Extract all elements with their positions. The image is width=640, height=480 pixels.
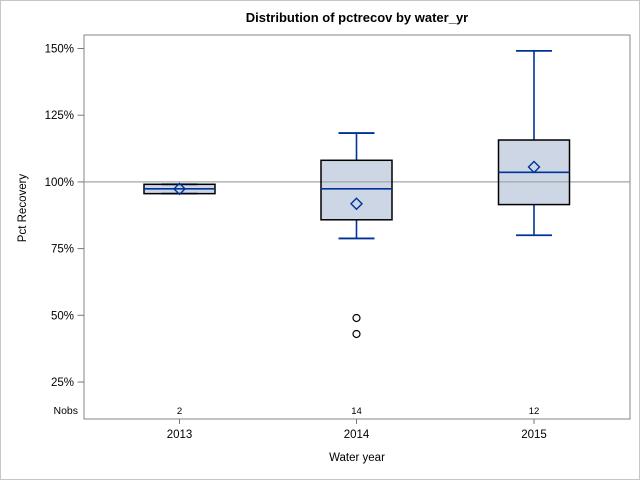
y-tick-label-150: 150%: [45, 44, 74, 56]
chart-title: Distribution of pctrecov by water_yr: [245, 10, 469, 25]
x-axis-title: Water year: [329, 452, 385, 464]
box-2014: [320, 159, 393, 221]
nobs-value-2014: 14: [351, 406, 362, 417]
outlier-2014-0: [352, 313, 361, 323]
y-tick-label-75: 75%: [51, 244, 74, 256]
x-tick-label-2015: 2015: [521, 429, 547, 441]
y-tick-label-25: 25%: [51, 377, 74, 389]
nobs-row-label: Nobs: [53, 405, 78, 417]
mean-diamond-2015: [527, 160, 541, 174]
mean-diamond-2014: [350, 197, 363, 211]
nobs-value-2013: 2: [177, 406, 182, 417]
outlier-2014-1: [352, 329, 361, 339]
y-tick-label-100: 100%: [45, 177, 74, 189]
box-fill-2014: [321, 160, 392, 220]
y-tick-label-125: 125%: [45, 110, 74, 122]
mean-diamond-2013: [173, 182, 186, 196]
nobs-value-2015: 12: [529, 406, 540, 417]
x-tick-label-2013: 2013: [167, 429, 193, 441]
x-tick-label-2014: 2014: [344, 429, 370, 441]
y-tick-label-50: 50%: [51, 310, 74, 322]
